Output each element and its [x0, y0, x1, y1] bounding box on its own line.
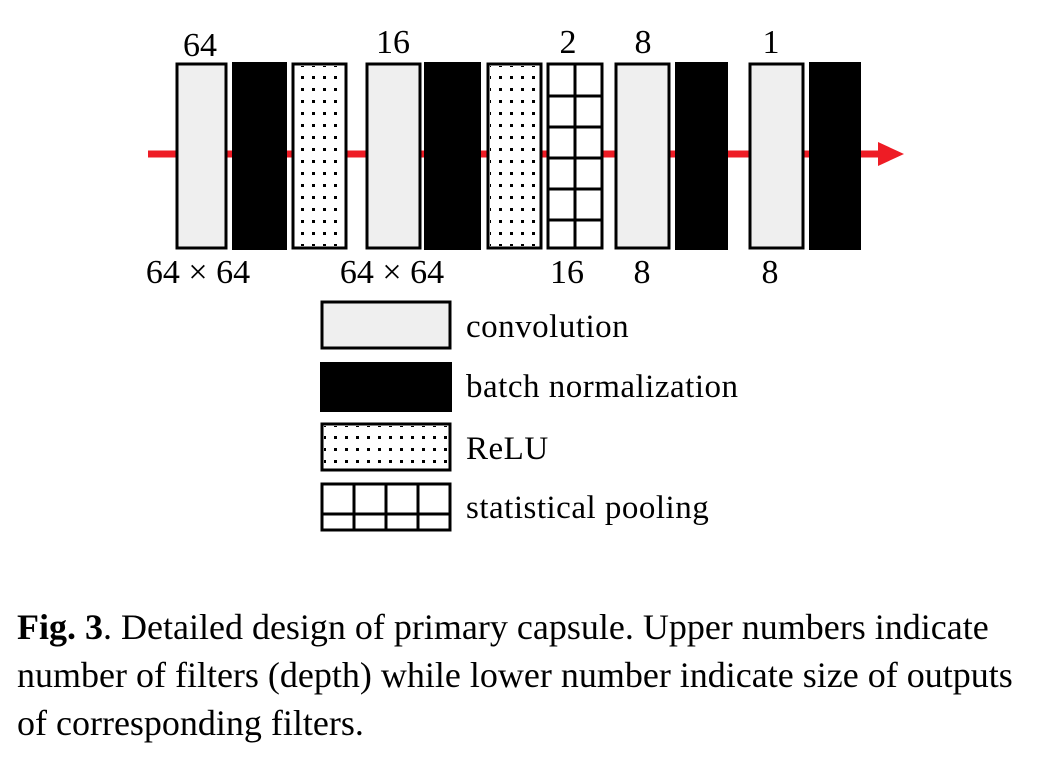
- legend-label-bn: batch normalization: [466, 369, 739, 405]
- figure-caption: Fig. 3. Detailed design of primary capsu…: [17, 603, 1027, 747]
- bn-block-1: [232, 62, 287, 250]
- lower-label-5: 8: [762, 254, 779, 291]
- legend: convolution batch normalization ReLU sta…: [320, 300, 739, 532]
- legend-swatch-pool: [320, 482, 452, 532]
- lower-label-2: 64 × 64: [340, 254, 444, 291]
- bn-block-4: [809, 62, 861, 250]
- relu-block-2: [486, 62, 543, 250]
- upper-label-2: 16: [376, 24, 410, 61]
- primary-capsule-diagram: 64 16 2 8 1 64 × 64 64 × 64 16 8 8 convo…: [146, 24, 904, 532]
- figure-label: Fig. 3: [17, 607, 103, 647]
- upper-label-3: 2: [560, 24, 577, 61]
- pooling-block: [546, 62, 604, 250]
- legend-label-relu: ReLU: [466, 431, 549, 467]
- conv-block-2: [365, 62, 422, 250]
- upper-label-4: 8: [635, 24, 652, 61]
- conv-block-1: [175, 62, 228, 250]
- lower-label-3: 16: [550, 254, 584, 291]
- conv-block-4: [748, 62, 805, 250]
- legend-label-conv: convolution: [466, 309, 629, 345]
- relu-block-1: [291, 62, 348, 250]
- legend-label-pool: statistical pooling: [466, 490, 709, 526]
- upper-label-5: 1: [763, 24, 780, 61]
- bn-block-3: [675, 62, 728, 250]
- legend-swatch-conv: [320, 300, 452, 350]
- upper-label-1: 64: [183, 27, 217, 64]
- bn-block-2: [424, 62, 481, 250]
- legend-swatch-bn: [320, 362, 452, 412]
- caption-text: . Detailed design of primary capsule. Up…: [17, 607, 1013, 743]
- conv-block-3: [614, 62, 671, 250]
- lower-label-4: 8: [634, 254, 651, 291]
- lower-label-1: 64 × 64: [146, 254, 250, 291]
- layer-blocks: [175, 62, 861, 250]
- legend-swatch-relu: [320, 422, 452, 472]
